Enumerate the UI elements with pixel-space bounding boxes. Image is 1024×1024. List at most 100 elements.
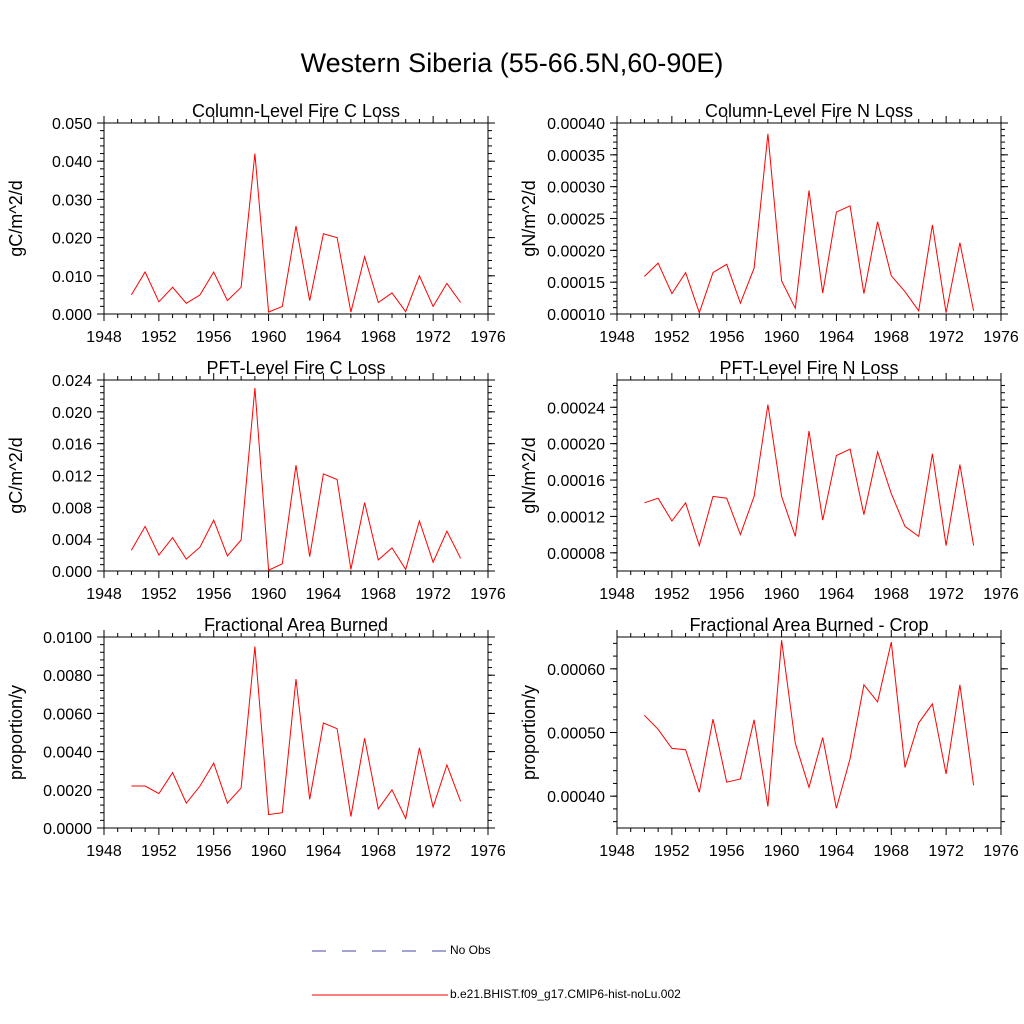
y-tick-label: 0.020 [52, 405, 92, 422]
y-axis-label: gC/m^2/d [6, 437, 26, 513]
y-tick-label: 0.020 [52, 231, 92, 248]
x-tick-label: 1948 [86, 586, 122, 603]
y-tick-label: 0.00020 [547, 243, 605, 260]
y-tick-label: 0.00060 [547, 662, 605, 679]
figure-title: Western Siberia (55-66.5N,60-90E) [300, 48, 724, 78]
x-tick-label: 1968 [873, 329, 909, 346]
x-tick-label: 1960 [251, 586, 287, 603]
x-tick-label: 1968 [360, 586, 396, 603]
x-tick-label: 1964 [306, 843, 342, 860]
x-tick-label: 1968 [360, 329, 396, 346]
y-tick-label: 0.010 [52, 269, 92, 286]
x-tick-label: 1972 [415, 586, 451, 603]
x-tick-label: 1956 [709, 329, 745, 346]
chart-panel-6: Fractional Area Burned - Crop proportion/… [519, 615, 1019, 860]
x-tick-label: 1952 [141, 843, 177, 860]
y-tick-label: 0.00016 [547, 473, 605, 490]
y-tick-label: 0.0100 [43, 630, 92, 647]
y-tick-label: 0.050 [52, 116, 92, 133]
y-tick-label: 0.0060 [43, 706, 92, 723]
x-tick-label: 1960 [251, 329, 287, 346]
y-tick-label: 0.016 [52, 437, 92, 454]
x-tick-label: 1964 [819, 586, 855, 603]
legend-label-model: b.e21.BHIST.f09_g17.CMIP6-hist-noLu.002 [450, 987, 681, 1001]
y-tick-label: 0.000 [52, 564, 92, 581]
x-tick-label: 1976 [983, 329, 1019, 346]
x-tick-label: 1956 [196, 843, 232, 860]
y-tick-label: 0.00035 [547, 148, 605, 165]
x-tick-label: 1972 [928, 843, 964, 860]
y-tick-label: 0.004 [52, 532, 92, 549]
x-tick-label: 1952 [654, 586, 690, 603]
y-tick-label: 0.0080 [43, 668, 92, 685]
y-tick-label: 0.00015 [547, 275, 605, 292]
y-axis-label: gN/m^2/d [519, 180, 539, 256]
y-tick-label: 0.0000 [43, 821, 92, 838]
y-tick-label: 0.00030 [547, 180, 605, 197]
x-tick-label: 1968 [360, 843, 396, 860]
x-tick-label: 1976 [470, 843, 506, 860]
y-axis-label: proportion/y [6, 685, 26, 780]
y-tick-label: 0.040 [52, 154, 92, 171]
x-tick-label: 1976 [983, 586, 1019, 603]
x-tick-label: 1948 [86, 329, 122, 346]
x-tick-label: 1964 [819, 329, 855, 346]
y-axis-label: gC/m^2/d [6, 180, 26, 256]
panel-title: Fractional Area Burned [204, 615, 388, 635]
chart-panel-4: PFT-Level Fire N Loss gN/m^2/d 1948 1952 195… [519, 358, 1019, 603]
chart-panel-2: Column-Level Fire N Loss gN/m^2/d 1948 1952… [519, 101, 1019, 346]
x-tick-label: 1948 [599, 586, 635, 603]
x-tick-label: 1964 [306, 329, 342, 346]
y-tick-label: 0.00012 [547, 509, 605, 526]
x-tick-label: 1952 [141, 586, 177, 603]
x-tick-label: 1976 [470, 329, 506, 346]
y-tick-label: 0.000 [52, 307, 92, 324]
x-tick-label: 1956 [709, 843, 745, 860]
y-tick-label: 0.00025 [547, 212, 605, 229]
series-line [644, 640, 975, 809]
x-tick-label: 1960 [251, 843, 287, 860]
x-tick-label: 1960 [764, 586, 800, 603]
series-line [130, 153, 462, 313]
y-tick-label: 0.00024 [547, 400, 605, 417]
x-tick-label: 1948 [599, 843, 635, 860]
x-tick-label: 1972 [415, 843, 451, 860]
y-tick-label: 0.00050 [547, 726, 605, 743]
panel-title: Column-Level Fire N Loss [705, 101, 913, 121]
panel-title: Column-Level Fire C Loss [192, 101, 400, 121]
x-tick-label: 1972 [928, 329, 964, 346]
y-tick-label: 0.024 [52, 373, 92, 390]
chart-panel-3: PFT-Level Fire C Loss gC/m^2/d 1948 1952 195… [6, 358, 506, 603]
x-tick-label: 1964 [819, 843, 855, 860]
x-tick-label: 1976 [470, 586, 506, 603]
series-line [130, 387, 462, 571]
y-tick-label: 0.00040 [547, 116, 605, 133]
y-tick-label: 0.00020 [547, 437, 605, 454]
y-axis-label: gN/m^2/d [519, 437, 539, 513]
x-tick-label: 1952 [654, 329, 690, 346]
legend-label-no-obs: No Obs [450, 943, 491, 957]
series-line [131, 646, 462, 821]
x-tick-label: 1956 [196, 329, 232, 346]
y-tick-label: 0.00008 [547, 546, 605, 563]
y-tick-label: 0.012 [52, 469, 92, 486]
x-tick-label: 1960 [764, 329, 800, 346]
y-tick-label: 0.030 [52, 192, 92, 209]
x-tick-label: 1968 [873, 843, 909, 860]
panel-title: PFT-Level Fire N Loss [719, 358, 898, 378]
panel-title: PFT-Level Fire C Loss [206, 358, 385, 378]
x-tick-label: 1976 [983, 843, 1019, 860]
x-tick-label: 1952 [654, 843, 690, 860]
chart-panel-5: Fractional Area Burned proportion/y 1948 19… [6, 615, 506, 860]
y-axis-label: proportion/y [519, 685, 539, 780]
x-tick-label: 1956 [709, 586, 745, 603]
y-tick-label: 0.00040 [547, 789, 605, 806]
x-tick-label: 1948 [86, 843, 122, 860]
x-tick-label: 1960 [764, 843, 800, 860]
series-line [644, 404, 975, 548]
series-line [644, 133, 975, 315]
x-tick-label: 1956 [196, 586, 232, 603]
x-tick-label: 1972 [928, 586, 964, 603]
